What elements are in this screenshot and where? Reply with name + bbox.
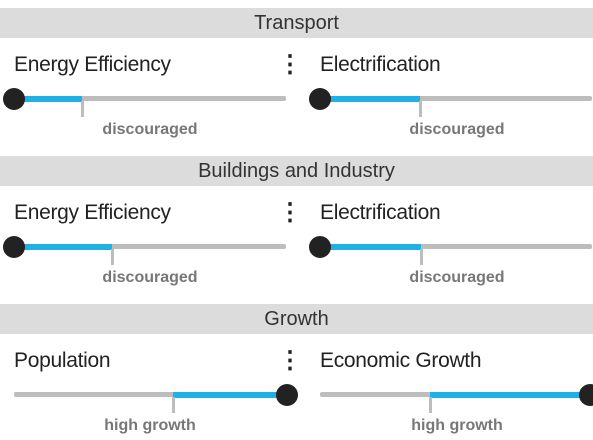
slider-tick: [419, 101, 422, 117]
slider-status: high growth: [411, 417, 503, 434]
slider-fill: [173, 392, 287, 398]
more-menu[interactable]: ⋮: [278, 347, 302, 374]
slider-thumb[interactable]: [309, 88, 331, 110]
slider-tick: [81, 101, 84, 117]
slider-fill: [14, 244, 112, 250]
slider-thumb[interactable]: [3, 236, 25, 258]
slider-thumb[interactable]: [276, 384, 298, 406]
slider-fill: [320, 244, 421, 250]
section-header: Buildings and Industry: [0, 156, 593, 186]
slider-fill: [14, 96, 82, 102]
slider-label: Electrification: [320, 53, 441, 76]
slider-track[interactable]: [320, 244, 592, 249]
slider-track[interactable]: [14, 392, 286, 397]
slider-tick: [429, 397, 432, 413]
slider-thumb[interactable]: [309, 236, 331, 258]
slider-fill: [430, 392, 590, 398]
slider-status: discouraged: [409, 269, 505, 286]
slider-status: discouraged: [102, 269, 198, 286]
slider-label: Energy Efficiency: [14, 53, 171, 76]
slider-fill: [320, 96, 420, 102]
slider-label: Electrification: [320, 201, 441, 224]
slider-tick: [420, 249, 423, 265]
slider-label: Energy Efficiency: [14, 201, 171, 224]
slider-tick: [111, 249, 114, 265]
section-header: Transport: [0, 8, 593, 38]
slider-thumb[interactable]: [579, 384, 593, 406]
slider-label: Population: [14, 349, 111, 372]
more-menu[interactable]: ⋮: [583, 348, 593, 374]
slider-status: discouraged: [409, 121, 505, 138]
more-menu[interactable]: ⋮: [583, 200, 593, 226]
slider-status: high growth: [104, 417, 196, 434]
more-menu[interactable]: ⋮: [278, 51, 302, 78]
slider-status: discouraged: [102, 121, 198, 138]
more-menu[interactable]: ⋮: [583, 52, 593, 78]
slider-track[interactable]: [14, 96, 286, 101]
slider-track[interactable]: [320, 96, 592, 101]
more-menu[interactable]: ⋮: [278, 199, 302, 226]
slider-thumb[interactable]: [3, 88, 25, 110]
slider-track[interactable]: [14, 244, 286, 249]
slider-tick: [172, 397, 175, 413]
section-header: Growth: [0, 304, 593, 334]
slider-label: Economic Growth: [320, 349, 482, 372]
